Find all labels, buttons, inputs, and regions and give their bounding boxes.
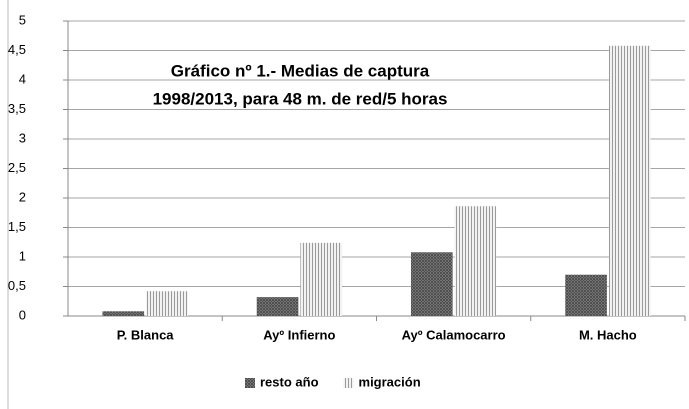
legend-label: resto año	[260, 374, 319, 389]
y-tick-label: 4	[19, 71, 26, 86]
bar	[454, 206, 497, 316]
y-tick-label: 2	[19, 189, 26, 204]
y-tick-label: 1,5	[8, 219, 26, 234]
bar	[410, 252, 453, 316]
x-tick-label: Ayº Calamocarro	[402, 327, 506, 342]
x-tick-label: P. Blanca	[117, 327, 175, 342]
bar	[256, 297, 299, 316]
y-tick-label: 1	[19, 248, 26, 263]
chart-title: Gráfico nº 1.- Medias de captura	[171, 61, 430, 80]
chart-title: 1998/2013, para 48 m. de red/5 horas	[153, 89, 448, 108]
y-tick-label: 3,5	[8, 101, 26, 116]
bar	[102, 311, 145, 316]
legend-swatch	[343, 378, 354, 388]
legend-label: migración	[359, 374, 421, 389]
bar	[300, 242, 343, 316]
y-tick-label: 3	[19, 130, 26, 145]
x-tick-label: M. Hacho	[579, 327, 637, 342]
y-tick-label: 5	[19, 12, 26, 27]
y-tick-label: 0,5	[8, 278, 26, 293]
bar	[146, 291, 188, 316]
bar	[565, 274, 607, 316]
legend-swatch	[245, 378, 255, 388]
y-tick-label: 4,5	[8, 42, 26, 57]
x-tick-label: Ayº Infierno	[263, 327, 335, 342]
bar	[608, 45, 651, 316]
y-tick-label: 0	[19, 307, 26, 322]
y-tick-label: 2,5	[8, 160, 26, 175]
